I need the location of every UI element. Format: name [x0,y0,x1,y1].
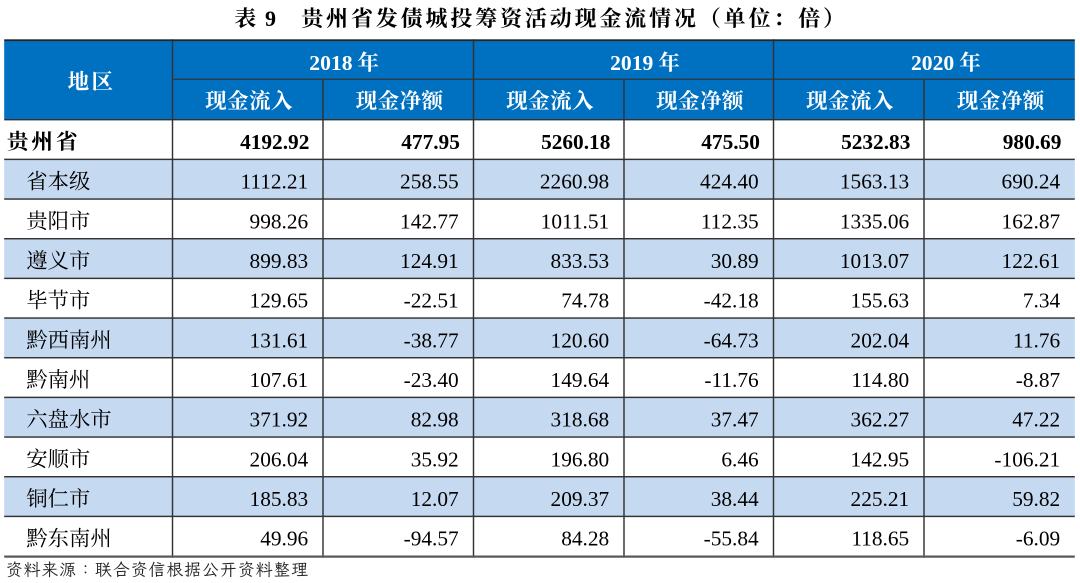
svg-text:196.80: 196.80 [551,447,610,471]
svg-text:35.92: 35.92 [411,447,459,471]
svg-text:980.69: 980.69 [1003,130,1062,154]
svg-text:9: 9 [265,6,276,31]
svg-text:225.21: 225.21 [851,487,910,511]
svg-text:202.04: 202.04 [851,328,910,352]
svg-text:129.65: 129.65 [250,289,309,313]
svg-text:84.28: 84.28 [561,527,609,551]
svg-text:118.65: 118.65 [851,527,909,551]
svg-text:120.60: 120.60 [551,328,610,352]
svg-text:2020: 2020 [911,51,954,75]
svg-text:-38.77: -38.77 [404,328,459,352]
svg-text:107.61: 107.61 [250,368,309,392]
svg-text:5232.83: 5232.83 [841,130,910,154]
svg-text:131.61: 131.61 [250,328,309,352]
svg-text:12.07: 12.07 [411,487,459,511]
svg-text:206.04: 206.04 [250,447,309,471]
svg-text:-23.40: -23.40 [404,368,459,392]
svg-text:47.22: 47.22 [1012,408,1060,432]
svg-text:477.95: 477.95 [401,130,460,154]
svg-text:112.35: 112.35 [701,209,759,233]
svg-text:142.95: 142.95 [851,447,910,471]
svg-text:37.47: 37.47 [711,408,759,432]
svg-text:998.26: 998.26 [250,209,309,233]
svg-text:5260.18: 5260.18 [541,130,610,154]
svg-text:-42.18: -42.18 [704,289,759,313]
svg-text:-8.87: -8.87 [1016,368,1061,392]
svg-text:124.91: 124.91 [400,249,459,273]
svg-text:424.40: 424.40 [700,170,759,194]
svg-text:1563.13: 1563.13 [840,170,909,194]
svg-text:149.64: 149.64 [551,368,610,392]
svg-text:49.96: 49.96 [260,527,308,551]
svg-text:82.98: 82.98 [411,408,459,432]
svg-text:362.27: 362.27 [851,408,910,432]
svg-text:2260.98: 2260.98 [540,170,609,194]
svg-text:4192.92: 4192.92 [240,130,309,154]
svg-text:-94.57: -94.57 [404,527,459,551]
svg-text:74.78: 74.78 [561,289,609,313]
svg-text:475.50: 475.50 [701,130,760,154]
svg-text:2019: 2019 [610,51,653,75]
svg-text:209.37: 209.37 [551,487,610,511]
svg-text:-64.73: -64.73 [704,328,759,352]
svg-text:11.76: 11.76 [1013,328,1061,352]
svg-text:899.83: 899.83 [250,249,309,273]
svg-text:833.53: 833.53 [551,249,610,273]
svg-text:1011.51: 1011.51 [541,209,610,233]
svg-text:1335.06: 1335.06 [840,209,910,233]
svg-text:185.83: 185.83 [250,487,309,511]
svg-text:318.68: 318.68 [551,408,610,432]
svg-text:258.55: 258.55 [400,170,459,194]
svg-text:1112.21: 1112.21 [240,170,308,194]
svg-text:-55.84: -55.84 [704,527,759,551]
svg-text:30.89: 30.89 [711,249,759,273]
svg-text:122.61: 122.61 [1002,249,1061,273]
svg-text:371.92: 371.92 [250,408,309,432]
svg-text:-22.51: -22.51 [404,289,459,313]
svg-text:114.80: 114.80 [851,368,909,392]
svg-text:-11.76: -11.76 [704,368,759,392]
svg-text:-106.21: -106.21 [994,447,1060,471]
svg-text:6.46: 6.46 [721,447,759,471]
svg-text:7.34: 7.34 [1023,289,1061,313]
svg-text:2018: 2018 [309,51,352,75]
svg-text:142.77: 142.77 [400,209,459,233]
svg-text:155.63: 155.63 [851,289,910,313]
svg-text:59.82: 59.82 [1012,487,1060,511]
svg-text:162.87: 162.87 [1002,209,1061,233]
svg-text:38.44: 38.44 [711,487,759,511]
svg-text:-6.09: -6.09 [1016,527,1060,551]
svg-text:1013.07: 1013.07 [840,249,910,273]
svg-text:690.24: 690.24 [1002,170,1061,194]
